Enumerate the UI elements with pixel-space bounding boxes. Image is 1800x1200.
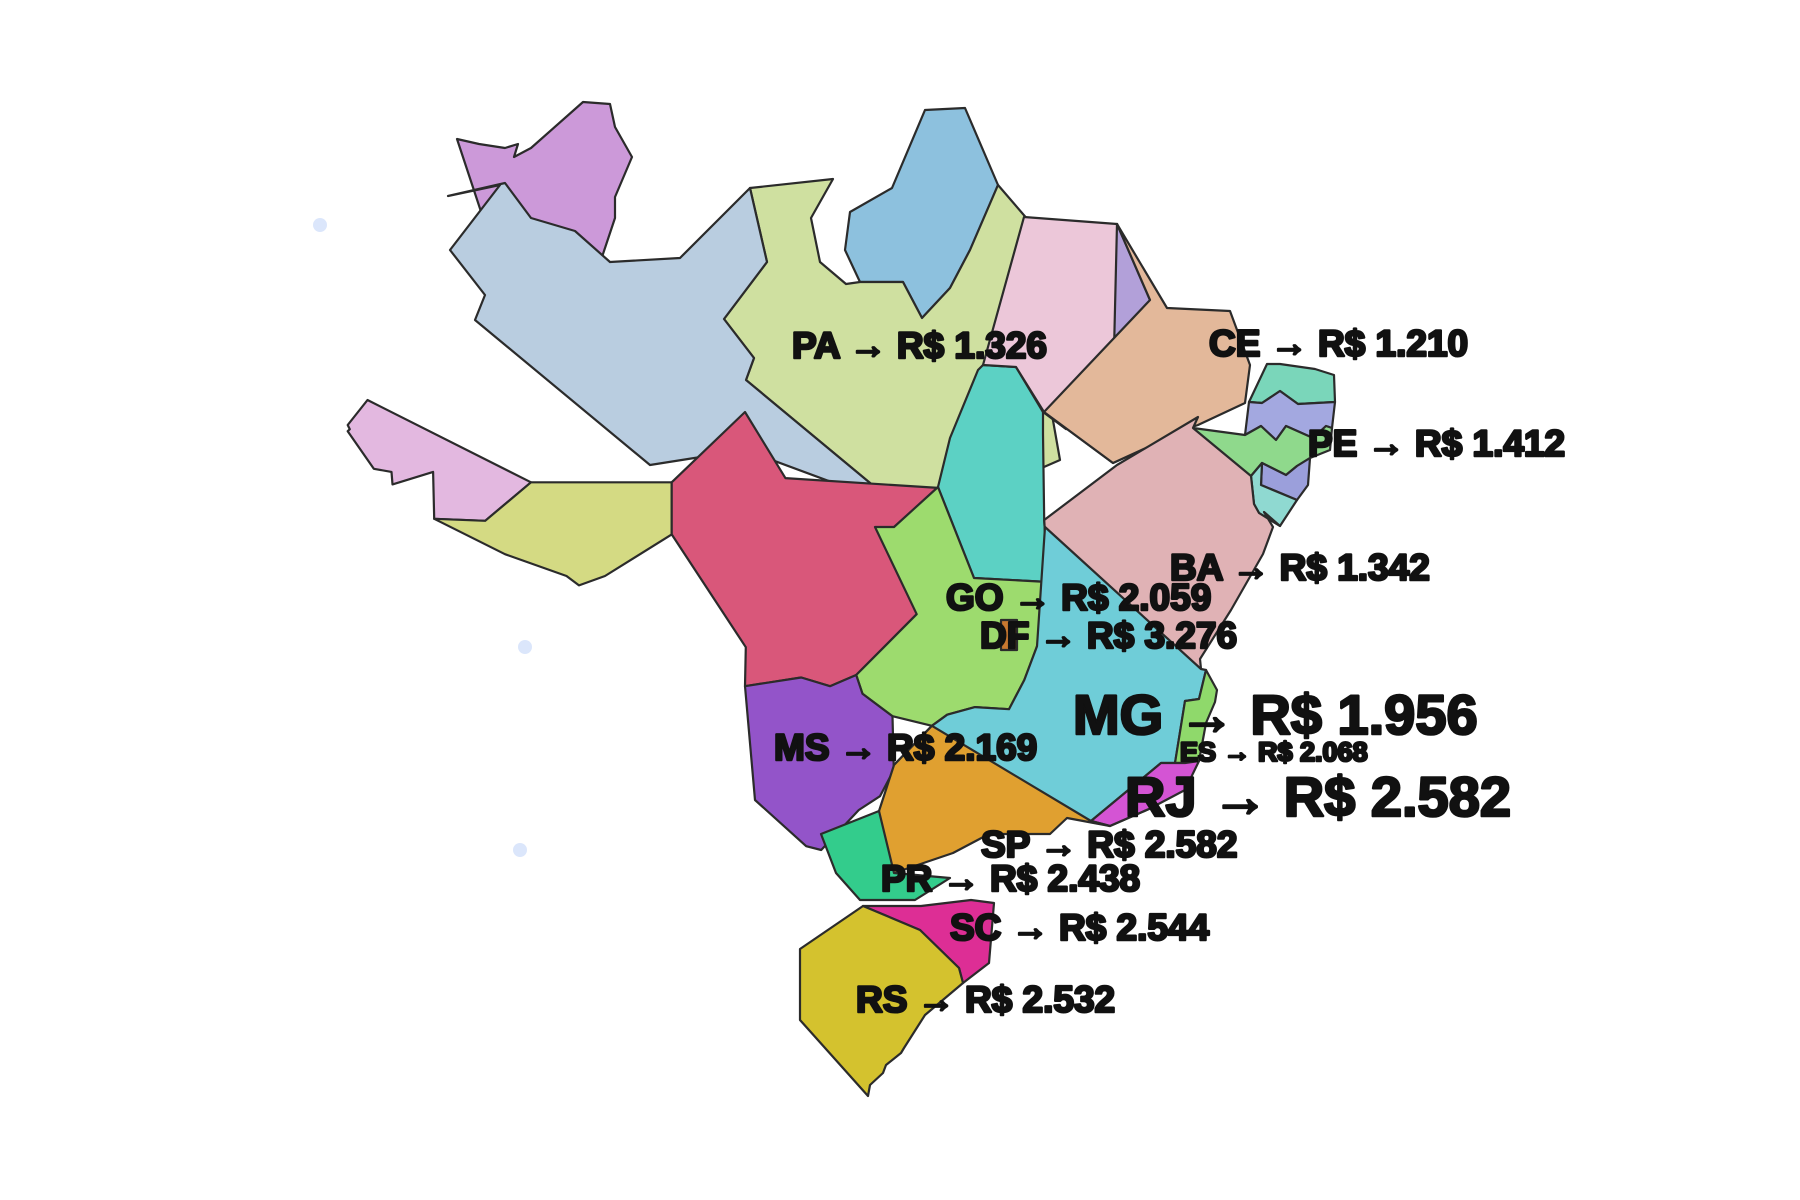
svg-text:DF → R$ 3.276: DF → R$ 3.276 bbox=[980, 615, 1237, 656]
svg-text:GO → R$ 2.059: GO → R$ 2.059 bbox=[946, 577, 1211, 618]
svg-text:RJ → R$ 2.582: RJ → R$ 2.582 bbox=[1125, 765, 1511, 828]
svg-text:PA → R$ 1.326: PA → R$ 1.326 bbox=[792, 325, 1047, 366]
svg-text:PR → R$ 2.438: PR → R$ 2.438 bbox=[881, 858, 1140, 899]
svg-text:MS → R$ 2.169: MS → R$ 2.169 bbox=[774, 727, 1037, 768]
svg-text:SC → R$ 2.544: SC → R$ 2.544 bbox=[950, 907, 1210, 948]
svg-text:RS → R$ 2.532: RS → R$ 2.532 bbox=[856, 979, 1115, 1020]
svg-text:CE → R$ 1.210: CE → R$ 1.210 bbox=[1209, 323, 1468, 364]
svg-text:ES → R$ 2.068: ES → R$ 2.068 bbox=[1180, 737, 1368, 767]
svg-text:PE → R$ 1.412: PE → R$ 1.412 bbox=[1308, 423, 1565, 464]
